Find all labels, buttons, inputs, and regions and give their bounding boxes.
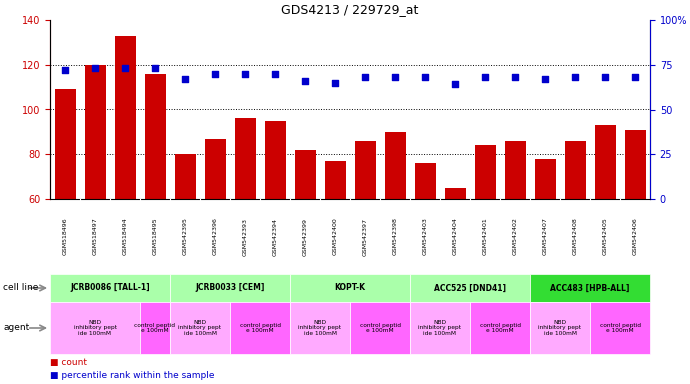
Bar (84, 65, 106, 333)
Text: GDS4213 / 229729_at: GDS4213 / 229729_at (282, 3, 419, 17)
Text: GSM542398: GSM542398 (393, 218, 397, 255)
Point (389, 74, 400, 80)
Text: ACC525 [DND41]: ACC525 [DND41] (434, 283, 506, 293)
Bar (444, 188, 466, 333)
Text: NBD
inhibitory pept
ide 100mM: NBD inhibitory pept ide 100mM (538, 320, 582, 336)
Point (540, 76, 551, 82)
Text: NBD
inhibitory pept
ide 100mM: NBD inhibitory pept ide 100mM (419, 320, 462, 336)
Text: GSM542402: GSM542402 (513, 218, 518, 255)
Text: agent: agent (3, 323, 30, 333)
Point (119, 65, 130, 71)
Point (299, 78, 310, 84)
Text: GSM542395: GSM542395 (182, 218, 188, 255)
Bar (204, 139, 226, 333)
Point (239, 71, 250, 77)
Bar (264, 121, 286, 333)
Text: control peptid
e 100mM: control peptid e 100mM (600, 323, 640, 333)
Text: GSM518496: GSM518496 (63, 218, 68, 255)
Bar (175, 154, 195, 333)
Text: GSM542396: GSM542396 (213, 218, 217, 255)
Bar (415, 163, 435, 333)
Text: GSM542400: GSM542400 (333, 218, 337, 255)
Point (359, 74, 371, 80)
Bar (595, 125, 615, 333)
Text: GSM542407: GSM542407 (542, 218, 547, 255)
Point (600, 74, 611, 80)
Text: KOPT-K: KOPT-K (335, 283, 366, 293)
Text: GSM518494: GSM518494 (123, 218, 128, 255)
Bar (564, 141, 586, 333)
Point (449, 81, 460, 88)
Point (270, 71, 281, 77)
Text: control peptid
e 100mM: control peptid e 100mM (135, 323, 175, 333)
Point (210, 71, 221, 77)
Text: GSM542393: GSM542393 (242, 217, 248, 255)
Bar (324, 161, 346, 333)
Point (420, 74, 431, 80)
Text: GSM542408: GSM542408 (573, 218, 578, 255)
Point (59, 67, 70, 73)
Text: cell line: cell line (3, 283, 39, 293)
Bar (295, 150, 315, 333)
Text: NBD
inhibitory pept
ide 100mM: NBD inhibitory pept ide 100mM (74, 320, 117, 336)
Text: NBD
inhibitory pept
ide 100mM: NBD inhibitory pept ide 100mM (179, 320, 221, 336)
Point (509, 74, 520, 80)
Bar (504, 141, 526, 333)
Bar (355, 141, 375, 333)
Text: GSM542404: GSM542404 (453, 218, 457, 255)
Text: NBD
inhibitory pept
ide 100mM: NBD inhibitory pept ide 100mM (299, 320, 342, 336)
Point (629, 74, 640, 80)
Text: GSM518495: GSM518495 (152, 218, 157, 255)
Bar (475, 145, 495, 333)
Text: GSM542403: GSM542403 (422, 218, 428, 255)
Point (330, 79, 341, 86)
Point (179, 76, 190, 82)
Text: GSM542405: GSM542405 (602, 218, 607, 255)
Text: control peptid
e 100mM: control peptid e 100mM (239, 323, 281, 333)
Text: GSM542397: GSM542397 (362, 217, 368, 255)
Text: control peptid
e 100mM: control peptid e 100mM (359, 323, 400, 333)
Text: ■ percentile rank within the sample: ■ percentile rank within the sample (50, 371, 215, 380)
Point (480, 74, 491, 80)
Text: JCRB0033 [CEM]: JCRB0033 [CEM] (195, 283, 265, 293)
Bar (55, 89, 75, 333)
Point (569, 74, 580, 80)
Bar (235, 118, 255, 333)
Bar (384, 132, 406, 333)
Bar (624, 130, 646, 333)
Text: GSM542399: GSM542399 (302, 217, 308, 255)
Text: GSM518497: GSM518497 (92, 218, 97, 255)
Point (90, 65, 101, 71)
Text: ACC483 [HPB-ALL]: ACC483 [HPB-ALL] (551, 283, 630, 293)
Point (150, 65, 161, 71)
Bar (115, 36, 135, 333)
Text: GSM542401: GSM542401 (482, 218, 488, 255)
Text: control peptid
e 100mM: control peptid e 100mM (480, 323, 520, 333)
Bar (535, 159, 555, 333)
Text: ■ count: ■ count (50, 358, 87, 367)
Text: GSM542406: GSM542406 (633, 218, 638, 255)
Bar (144, 74, 166, 333)
Text: GSM542394: GSM542394 (273, 217, 277, 255)
Text: JCRB0086 [TALL-1]: JCRB0086 [TALL-1] (70, 283, 150, 293)
